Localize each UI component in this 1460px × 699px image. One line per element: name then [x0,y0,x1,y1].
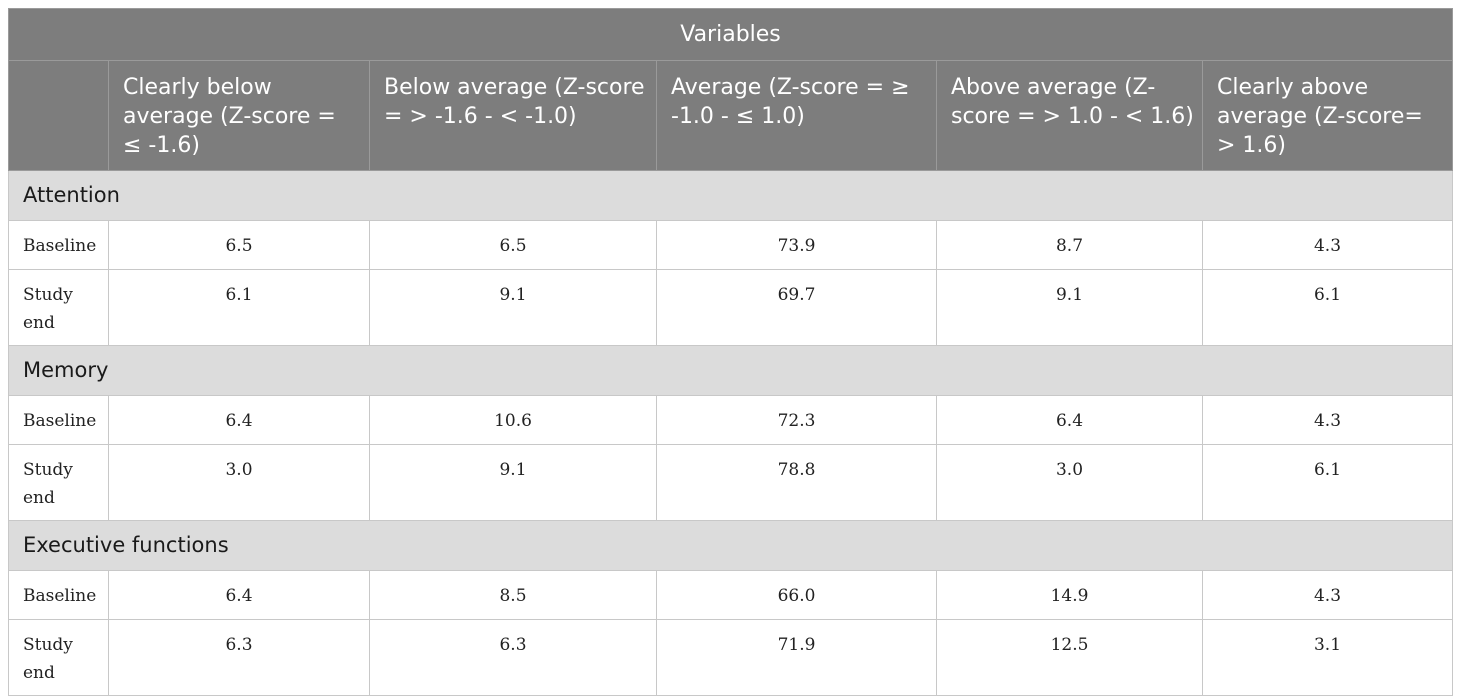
table-row: Baseline 6.5 6.5 73.9 8.7 4.3 [8,220,1454,270]
table-cell: 4.3 [1201,220,1454,270]
col-header-below-average: Below average (Z-score = > -1.6 - < -1.0… [369,60,657,171]
section-title-memory: Memory [7,345,1454,396]
row-label: Study end [8,444,109,521]
table-cell: 6.1 [1201,444,1454,521]
table-cell: 4.3 [1201,395,1454,445]
table-cell: 10.6 [369,395,657,445]
table-cell: 9.1 [369,444,657,521]
table-cell: 73.9 [656,220,937,270]
table-cell: 3.0 [108,444,370,521]
section-row: Executive functions [7,520,1454,571]
table-row: Baseline 6.4 10.6 72.3 6.4 4.3 [8,395,1454,445]
table-cell: 66.0 [656,570,937,620]
section-row: Memory [7,345,1454,396]
row-label: Baseline [8,570,109,620]
row-label: Study end [8,619,109,696]
table-cell: 4.3 [1201,570,1454,620]
table-cell: 9.1 [936,269,1203,346]
table-cell: 14.9 [936,570,1203,620]
table-row: Study end 6.3 6.3 71.9 12.5 3.1 [8,619,1454,696]
col-header-average: Average (Z-score = ≥ -1.0 - ≤ 1.0) [656,60,937,171]
table-cell: 6.4 [108,570,370,620]
results-table: Variables Clearly below average (Z-score… [7,8,1454,696]
row-label: Baseline [8,220,109,270]
table-cell: 3.1 [1201,619,1454,696]
row-label: Study end [8,269,109,346]
table-cell: 69.7 [656,269,937,346]
table-cell: 6.4 [108,395,370,445]
section-title-executive-functions: Executive functions [7,520,1454,571]
table-cell: 8.5 [369,570,657,620]
table-cell: 71.9 [656,619,937,696]
table-cell: 6.5 [369,220,657,270]
table-cell: 8.7 [936,220,1203,270]
row-label: Baseline [8,395,109,445]
table-cell: 6.3 [369,619,657,696]
table-cell: 6.1 [108,269,370,346]
variables-header: Variables [7,8,1454,61]
table-cell: 6.3 [108,619,370,696]
section-title-attention: Attention [7,170,1454,221]
table-cell: 9.1 [369,269,657,346]
table-cell: 72.3 [656,395,937,445]
row-label-header [8,60,109,171]
table-cell: 78.8 [656,444,937,521]
col-header-clearly-below-average: Clearly below average (Z-score = ≤ -1.6) [108,60,370,171]
table-row: Baseline 6.4 8.5 66.0 14.9 4.3 [8,570,1454,620]
table-row: Study end 6.1 9.1 69.7 9.1 6.1 [8,269,1454,346]
table-cell: 6.4 [936,395,1203,445]
col-header-above-average: Above average (Z-score = > 1.0 - < 1.6) [936,60,1203,171]
table-row: Study end 3.0 9.1 78.8 3.0 6.1 [8,444,1454,521]
table-cell: 12.5 [936,619,1203,696]
section-row: Attention [7,170,1454,221]
col-header-clearly-above-average: Clearly above average (Z-score= > 1.6) [1201,60,1454,171]
table-cell: 6.1 [1201,269,1454,346]
table-cell: 6.5 [108,220,370,270]
table-cell: 3.0 [936,444,1203,521]
